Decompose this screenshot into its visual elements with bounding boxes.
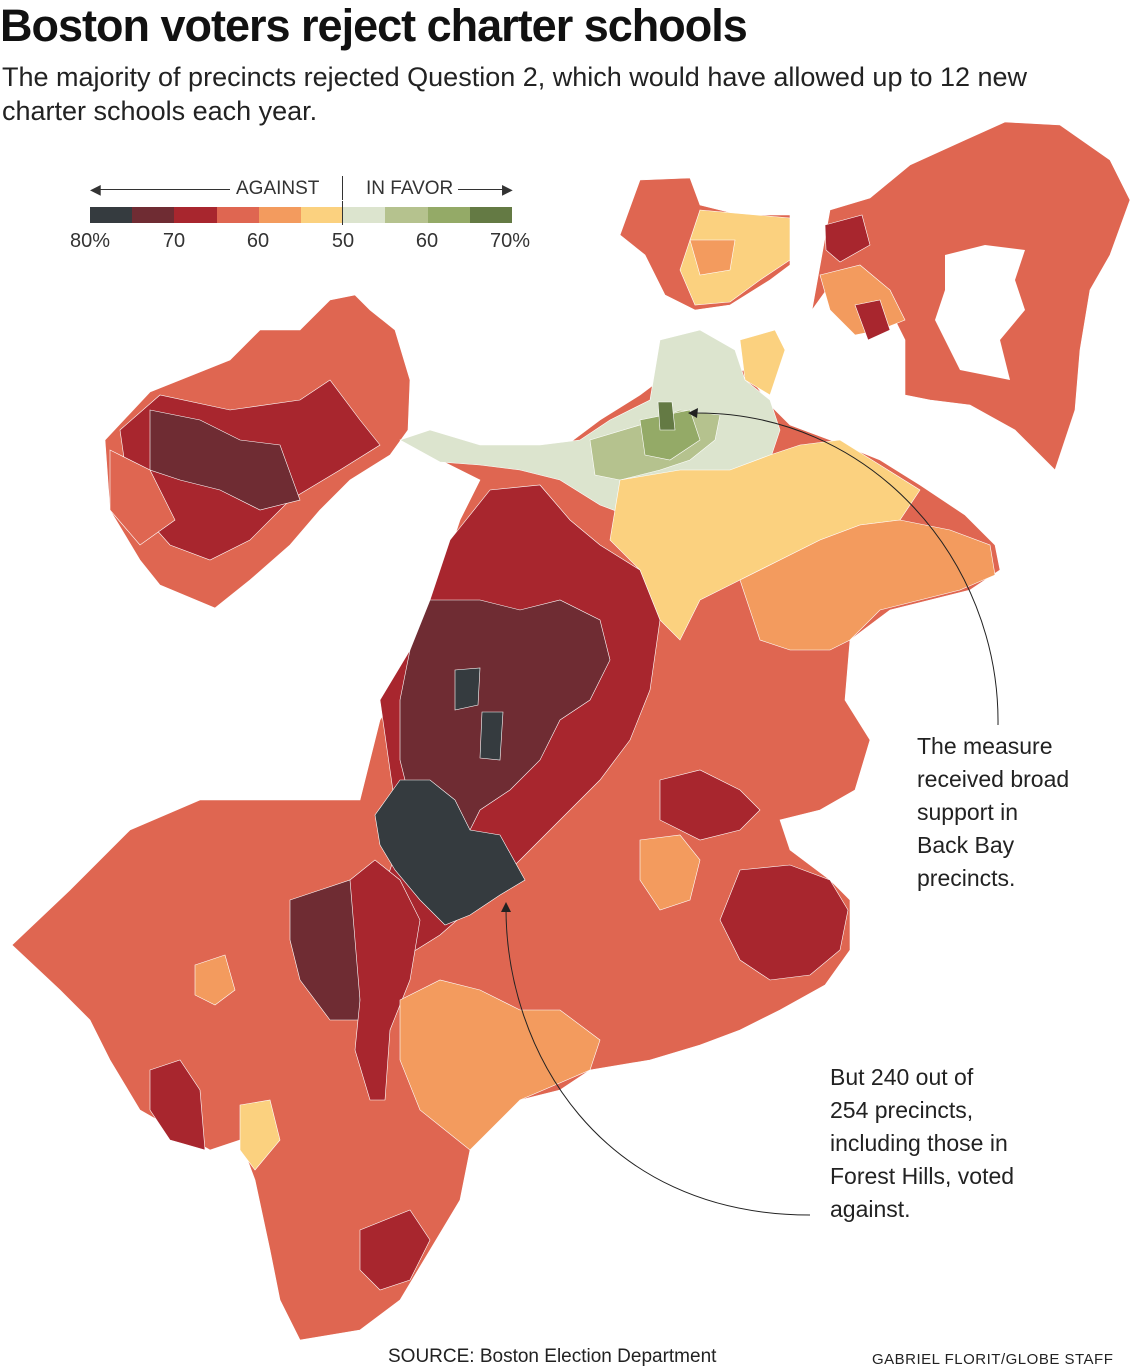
legend-ticks: 80% 70 60 50 60 70% xyxy=(70,230,531,256)
legend-tick: 50 xyxy=(331,230,355,252)
precinct-regions xyxy=(109,209,996,1291)
credit-note: GABRIEL FLORIT/GLOBE STAFF xyxy=(872,1351,1114,1368)
back-bay-favor-strongest xyxy=(657,401,676,431)
darkest-patch-north-2 xyxy=(479,711,504,761)
legend-swatch xyxy=(174,207,217,223)
legend-favor-label: IN FAVOR xyxy=(366,178,454,199)
legend-midline xyxy=(342,201,343,225)
charlestown-orange xyxy=(689,239,736,276)
legend-swatch xyxy=(343,207,386,223)
legend-swatch xyxy=(132,207,175,223)
legend-tick: 60 xyxy=(415,230,439,252)
source-note: SOURCE: Boston Election Department xyxy=(388,1346,717,1367)
legend-swatch xyxy=(90,207,133,223)
roslindale-red xyxy=(349,859,421,1101)
legend-swatch xyxy=(469,207,513,223)
forest-hills-leader-line xyxy=(505,905,811,1216)
jamaica-plain-darker xyxy=(399,599,611,851)
east-boston-harbor-cut xyxy=(935,245,1025,380)
legend-swatch xyxy=(258,207,302,223)
legend-swatch xyxy=(385,207,428,223)
east-boston-dark-2 xyxy=(854,299,891,341)
east-boston-dark xyxy=(824,214,871,263)
legend-against-label: AGAINST xyxy=(236,178,320,199)
back-bay-leader-line xyxy=(691,412,999,726)
charlestown-yellow xyxy=(679,209,791,306)
forest-hills-arrowhead-icon xyxy=(501,902,511,912)
annotation-forest-hills: But 240 out of 254 precincts, including … xyxy=(830,1064,1015,1222)
hyde-park-red xyxy=(359,1209,431,1291)
annotation-leaders xyxy=(501,408,999,1216)
allston-light-patch xyxy=(109,449,176,546)
legend-tick: 80% xyxy=(69,230,111,252)
map-subtitle: The majority of precincts rejected Quest… xyxy=(2,62,1028,126)
against-arrow-line xyxy=(96,189,230,190)
legend-swatch xyxy=(216,207,259,223)
legend-divider xyxy=(342,176,343,200)
favor-arrow-line xyxy=(458,189,504,190)
west-roxbury-red xyxy=(149,1059,206,1151)
legend-color-bar xyxy=(90,201,513,225)
legend-tick: 60 xyxy=(246,230,270,252)
map-title: Boston voters reject charter schools xyxy=(0,0,748,51)
dorchester-dark-2 xyxy=(719,864,849,981)
forest-hills-darkest xyxy=(374,779,526,926)
annotation-back-bay: The measure received broad support in Ba… xyxy=(917,733,1070,891)
allston-darkest xyxy=(149,409,301,511)
legend-tick: 70 xyxy=(162,230,186,252)
legend-header: ◀ AGAINST IN FAVOR ▶ xyxy=(90,176,520,202)
legend-tick: 70% xyxy=(489,230,531,252)
back-bay-favor-strong xyxy=(639,409,701,461)
legend-swatch xyxy=(301,207,344,223)
dorchester-dark xyxy=(659,769,761,841)
dorchester-orange xyxy=(639,834,701,911)
arrow-right-icon: ▶ xyxy=(502,181,513,197)
back-bay-arrowhead-icon xyxy=(688,408,698,418)
arrow-left-icon: ◀ xyxy=(90,181,101,197)
west-roxbury-orange xyxy=(194,954,236,1006)
legend-swatch xyxy=(427,207,470,223)
south-boston-orange xyxy=(739,519,996,651)
hyde-park-yellow xyxy=(239,1099,281,1171)
north-end-yellow xyxy=(739,329,786,396)
darkest-patch-north xyxy=(454,667,481,711)
mattapan-orange xyxy=(399,979,601,1151)
